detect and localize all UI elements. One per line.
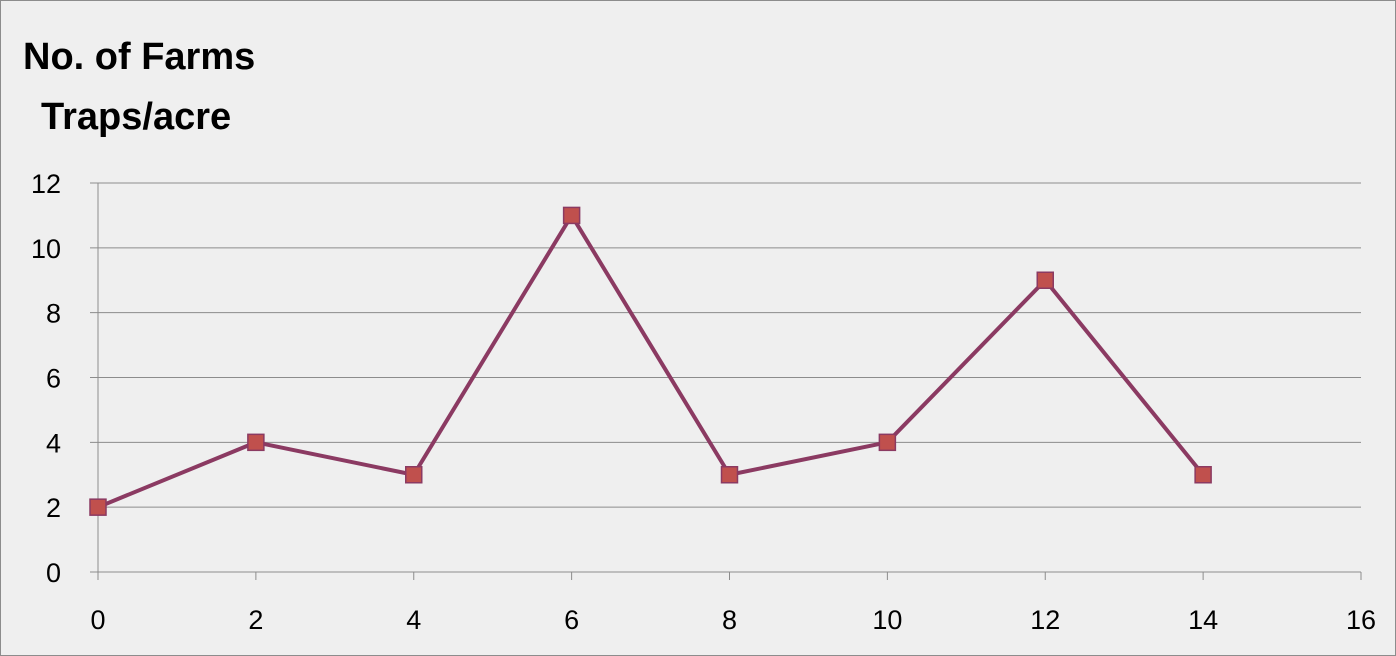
data-point-marker [89,498,107,516]
data-point-marker [405,466,423,484]
data-point-marker [878,433,897,452]
y-tick-label: 12 [31,169,61,199]
y-tick-label: 10 [31,234,61,264]
y-tick-label: 2 [46,493,61,523]
y-tick-label: 4 [46,428,61,458]
data-point-marker [720,466,739,484]
data-point-marker [1036,271,1054,289]
x-tick-label: 0 [90,605,105,635]
chart-title-line-2: Traps/acre [41,96,232,138]
series-line [96,213,1206,510]
y-tick-label: 8 [46,299,61,329]
x-tick-label: 12 [1030,605,1060,635]
x-tick-label: 10 [872,605,902,635]
y-tick-label: 6 [46,364,61,394]
data-point-marker [247,433,265,452]
x-tick-label: 8 [722,605,737,635]
x-tick-label: 4 [406,605,421,635]
data-point-marker [562,206,581,225]
x-tick-label: 16 [1346,605,1376,635]
data-point-marker [1194,466,1212,484]
x-tick-label: 2 [248,605,263,635]
x-tick-label: 14 [1188,605,1218,635]
y-tick-label: 0 [46,558,61,588]
chart-title-line-1: No. of Farms [23,36,256,78]
x-tick-label: 6 [564,605,579,635]
